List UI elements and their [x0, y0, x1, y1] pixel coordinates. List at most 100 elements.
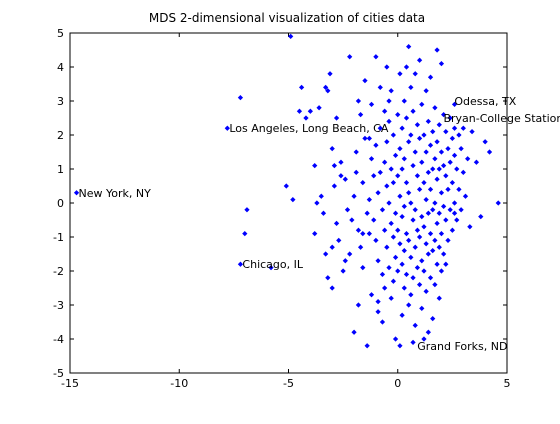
data-point: [416, 281, 423, 288]
data-point: [416, 186, 423, 193]
data-point: [355, 227, 362, 233]
data-point: [416, 135, 423, 142]
city-annotation: Grand Forks, ND: [417, 340, 507, 353]
data-point: [441, 251, 447, 257]
data-point: [371, 173, 377, 179]
data-point: [401, 247, 407, 254]
data-point: [408, 254, 414, 261]
data-point: [342, 258, 348, 264]
data-point: [377, 84, 383, 91]
data-point: [371, 217, 377, 223]
data-point: [377, 169, 383, 176]
data-point: [362, 135, 368, 142]
data-point: [329, 285, 335, 291]
data-point: [445, 186, 451, 193]
data-point: [423, 288, 429, 295]
data-point: [316, 105, 322, 111]
city-annotation: Los Angeles, Long Beach, CA: [229, 122, 389, 135]
data-point: [423, 241, 429, 247]
data-point: [395, 173, 401, 179]
data-point: [419, 101, 425, 108]
data-point: [438, 190, 445, 196]
data-point: [408, 292, 414, 298]
city-annotation: Chicago, IL: [242, 258, 303, 271]
data-point: [436, 244, 442, 250]
data-point: [397, 241, 403, 247]
data-point: [349, 217, 355, 223]
data-point: [373, 142, 379, 148]
data-point: [392, 254, 399, 261]
data-point: [425, 169, 431, 176]
data-point: [425, 329, 431, 335]
y-tick-label: -3: [53, 299, 64, 312]
data-point: [451, 152, 458, 159]
data-point: [357, 111, 364, 118]
data-point: [401, 285, 407, 291]
data-point: [421, 132, 427, 138]
data-point: [451, 200, 458, 206]
data-point: [303, 115, 309, 121]
data-point: [347, 54, 353, 60]
data-point: [340, 268, 346, 274]
data-point: [482, 139, 488, 145]
data-point: [410, 162, 416, 169]
x-tick-label: -5: [283, 377, 294, 390]
data-point: [473, 159, 480, 165]
data-point: [360, 179, 366, 186]
data-point: [445, 237, 451, 244]
data-point: [298, 84, 305, 91]
data-point: [325, 275, 331, 281]
data-point: [403, 271, 410, 278]
data-point: [447, 159, 453, 165]
data-point: [430, 166, 436, 172]
data-point: [373, 54, 379, 60]
data-point: [397, 343, 403, 349]
data-point: [434, 139, 440, 145]
data-point: [386, 264, 392, 271]
y-tick-label: -4: [53, 333, 64, 346]
data-point: [353, 149, 359, 155]
data-point: [406, 190, 412, 196]
data-point: [224, 125, 230, 131]
data-point: [438, 230, 445, 237]
data-point: [441, 162, 447, 169]
data-point: [432, 156, 438, 162]
data-point: [462, 193, 469, 199]
data-point: [432, 105, 438, 111]
x-tick-label: 5: [504, 377, 511, 390]
data-point: [408, 84, 414, 91]
data-point: [242, 230, 248, 237]
data-point: [430, 247, 436, 254]
data-point: [390, 278, 397, 284]
data-point: [416, 57, 423, 63]
data-point: [237, 261, 244, 267]
data-point: [465, 156, 471, 162]
data-point: [375, 258, 381, 264]
data-point: [397, 193, 403, 199]
y-tick-label: 0: [57, 197, 64, 210]
data-point: [386, 200, 392, 206]
chart-title: MDS 2-dimensional visualization of citie…: [149, 11, 425, 25]
data-point: [388, 220, 394, 227]
city-annotation: Bryan-College Station, TX: [443, 112, 560, 125]
data-point: [314, 200, 320, 206]
data-point: [327, 71, 333, 77]
data-point: [443, 261, 449, 267]
data-point: [434, 47, 440, 53]
data-point: [331, 183, 338, 189]
data-point: [430, 128, 436, 135]
data-point: [412, 149, 418, 155]
data-point: [421, 224, 427, 230]
data-point: [375, 298, 381, 305]
data-point: [384, 183, 390, 189]
data-point: [397, 145, 403, 152]
data-point: [237, 94, 244, 101]
data-point: [427, 142, 434, 148]
data-point: [390, 234, 397, 240]
data-point: [382, 159, 388, 165]
data-point: [412, 322, 418, 329]
y-tick-label: 5: [57, 27, 64, 40]
data-point: [425, 118, 431, 125]
data-point: [445, 145, 451, 152]
